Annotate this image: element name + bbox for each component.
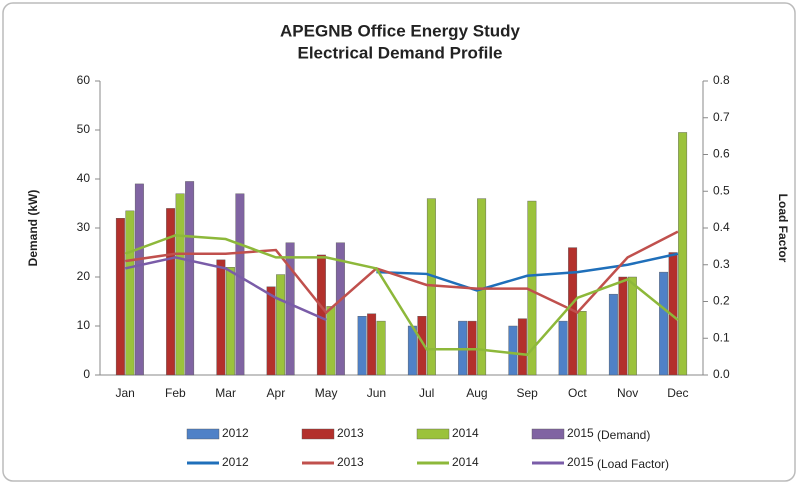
y-axis-title: Demand (kW)	[26, 190, 40, 267]
legend-group-label: (Load Factor)	[597, 457, 669, 471]
bar	[417, 316, 427, 376]
chart-title: APEGNB Office Energy Study	[280, 21, 520, 40]
bar	[517, 318, 527, 376]
y2-axis-title: Load Factor	[776, 194, 790, 263]
legend-label: 2013	[337, 455, 364, 469]
legend-label: 2014	[452, 455, 479, 469]
bar	[335, 242, 345, 376]
line-series	[124, 230, 679, 315]
y-tick-label: 60	[77, 73, 91, 87]
y2-tick-label: 0.4	[713, 220, 730, 234]
bar	[326, 306, 336, 376]
bar	[285, 242, 295, 376]
x-tick-label: May	[315, 386, 338, 400]
bar	[125, 210, 135, 376]
bar	[316, 254, 326, 376]
x-tick-label: Aug	[466, 386, 487, 400]
bar	[266, 286, 276, 376]
legend-swatch	[416, 428, 450, 440]
legend-label: 2014	[452, 426, 479, 440]
y-tick-label: 50	[77, 122, 91, 136]
y-tick-label: 40	[77, 171, 91, 185]
bar	[175, 193, 185, 376]
bar	[357, 316, 367, 376]
legend-label: 2012	[222, 426, 249, 440]
y-tick-label: 20	[77, 269, 91, 283]
chart-frame	[2, 2, 796, 482]
bar	[276, 274, 286, 376]
y-tick-label: 10	[77, 318, 91, 332]
legend-label: 2015	[567, 426, 594, 440]
bar	[367, 313, 377, 376]
bar	[185, 181, 195, 376]
bar	[608, 293, 618, 376]
bar	[235, 193, 245, 376]
x-tick-label: Dec	[667, 386, 688, 400]
legend-group-label: (Demand)	[597, 428, 650, 442]
bar	[115, 217, 125, 376]
legend-swatch	[186, 428, 220, 440]
bar	[659, 271, 669, 376]
legend-label: 2015	[567, 455, 594, 469]
y-tick-label: 0	[83, 367, 90, 381]
legend-label: 2012	[222, 455, 249, 469]
line-series	[124, 234, 679, 357]
y2-tick-label: 0.0	[713, 367, 730, 381]
y2-tick-label: 0.6	[713, 147, 730, 161]
x-tick-label: Nov	[617, 386, 638, 400]
y2-tick-label: 0.3	[713, 257, 730, 271]
y2-tick-label: 0.1	[713, 330, 730, 344]
x-tick-label: Apr	[267, 386, 286, 400]
legend-swatch	[531, 428, 565, 440]
legend-label: 2013	[337, 426, 364, 440]
x-tick-label: Jan	[115, 386, 134, 400]
y-tick-label: 30	[77, 220, 91, 234]
bar	[627, 276, 637, 376]
bar	[558, 320, 568, 376]
legend-swatch	[301, 428, 335, 440]
x-tick-label: Feb	[165, 386, 186, 400]
bar	[678, 132, 688, 376]
y2-tick-label: 0.7	[713, 110, 730, 124]
y2-tick-label: 0.2	[713, 294, 730, 308]
x-tick-label: Jun	[367, 386, 386, 400]
bar	[216, 259, 226, 376]
chart-subtitle: Electrical Demand Profile	[297, 43, 502, 62]
bar	[225, 267, 235, 376]
bar	[376, 320, 386, 376]
x-tick-label: Jul	[419, 386, 434, 400]
y2-tick-label: 0.8	[713, 73, 730, 87]
line-series	[124, 256, 327, 322]
line-series	[376, 252, 679, 292]
bar	[508, 325, 518, 376]
bar	[577, 311, 587, 376]
bar	[618, 276, 628, 376]
bar	[166, 208, 176, 376]
y2-tick-label: 0.5	[713, 183, 730, 197]
x-tick-label: Oct	[568, 386, 587, 400]
bar	[134, 183, 144, 376]
x-tick-label: Mar	[215, 386, 236, 400]
x-tick-label: Sep	[516, 386, 538, 400]
